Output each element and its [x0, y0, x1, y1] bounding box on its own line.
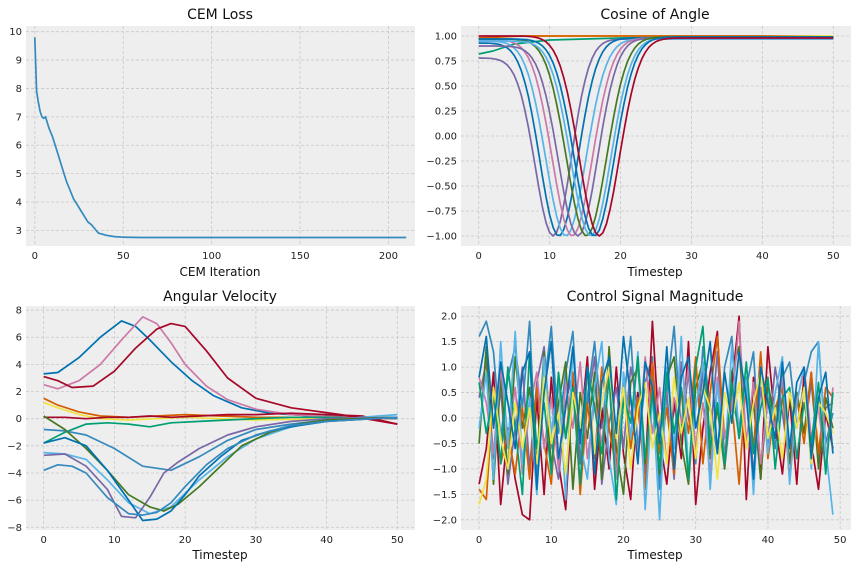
- y-tick-label: −0.75: [426, 207, 457, 218]
- y-tick-label: 4: [16, 198, 22, 209]
- y-tick-label: −4: [7, 468, 22, 479]
- series-line: [43, 316, 398, 420]
- y-tick-label: 0.0: [441, 414, 457, 425]
- y-tick-label: −1.5: [433, 490, 457, 501]
- series-line: [478, 335, 834, 491]
- ticks-cem-loss: 0 50 100 150 200 3 4 5 6 7 8 9 10: [9, 27, 398, 262]
- panel-control-signal: 0 10 20 30 40 50 −2.0 −1.5 −1.0 −0.5 0.0 0.5 1.0 1.5 2…: [433, 289, 851, 562]
- series-angular-velocity: [43, 316, 398, 522]
- x-tick-label: 40: [762, 535, 775, 546]
- y-tick-label: 1.0: [441, 363, 457, 374]
- y-tick-label: −2: [7, 441, 22, 452]
- xlabel-control-signal: Timestep: [626, 548, 682, 562]
- y-tick-label: 8: [16, 306, 22, 317]
- series-line: [43, 416, 398, 444]
- series-line: [43, 412, 398, 425]
- y-tick-label: 6: [16, 141, 22, 152]
- y-tick-label: 6: [16, 333, 22, 344]
- series-cosine-angle: [478, 35, 834, 237]
- series-line: [43, 322, 398, 425]
- series-line: [33, 37, 407, 239]
- x-tick-label: 0: [476, 535, 482, 546]
- xlabel-angular-velocity: Timestep: [191, 548, 247, 562]
- panel-cem-loss: 0 50 100 150 200 3 4 5 6 7 8 9 10 CEM Loss CEM Itera…: [9, 7, 415, 279]
- series-line: [478, 35, 834, 237]
- y-tick-label: 0: [16, 414, 22, 425]
- y-tick-label: −1.0: [433, 464, 457, 475]
- x-tick-label: 50: [117, 251, 130, 262]
- title-cem-loss: CEM Loss: [187, 7, 253, 23]
- y-tick-label: 1.00: [435, 32, 457, 43]
- x-tick-label: 20: [179, 535, 192, 546]
- y-tick-label: 0.25: [435, 107, 457, 118]
- y-tick-label: 2.0: [441, 312, 457, 323]
- x-tick-label: 50: [827, 251, 840, 262]
- x-tick-label: 0: [476, 251, 482, 262]
- series-line: [43, 416, 398, 516]
- x-tick-label: 10: [545, 535, 558, 546]
- y-tick-label: 0.75: [435, 57, 457, 68]
- y-tick-label: 4: [16, 360, 22, 371]
- y-tick-label: 3: [16, 226, 22, 237]
- y-tick-label: −0.5: [433, 439, 457, 450]
- ticks-cosine-angle: 0 10 20 30 40 50 −1.00 −0.75 −0.50 −0.25 0.00 0.25 0…: [426, 32, 839, 263]
- x-tick-label: 50: [834, 535, 847, 546]
- title-cosine-angle: Cosine of Angle: [600, 7, 709, 23]
- y-tick-label: 7: [16, 112, 22, 123]
- x-tick-label: 100: [202, 251, 221, 262]
- y-tick-label: 9: [16, 56, 22, 67]
- ticks-angular-velocity: 0 10 20 30 40 50 −8 −6 −4 −2 0 2 4 6 8: [7, 306, 403, 546]
- x-tick-label: 150: [291, 251, 310, 262]
- y-tick-label: 5: [16, 169, 22, 180]
- series-line: [43, 401, 398, 421]
- y-tick-label: 2: [16, 387, 22, 398]
- y-tick-label: 10: [9, 27, 22, 38]
- x-tick-label: 20: [614, 251, 627, 262]
- panel-angular-velocity: 0 10 20 30 40 50 −8 −6 −4 −2 0 2 4 6 8 Angular Velocit…: [7, 289, 415, 562]
- x-tick-label: 10: [543, 251, 556, 262]
- y-tick-label: −2.0: [433, 515, 457, 526]
- y-tick-label: −0.50: [426, 182, 457, 193]
- series-line: [478, 36, 834, 237]
- y-tick-label: 1.5: [441, 337, 457, 348]
- series-line: [43, 416, 398, 519]
- x-tick-label: 40: [756, 251, 769, 262]
- x-tick-label: 30: [249, 535, 262, 546]
- title-angular-velocity: Angular Velocity: [163, 289, 277, 305]
- x-tick-label: 30: [685, 251, 698, 262]
- y-tick-label: 0.00: [435, 132, 457, 143]
- title-control-signal: Control Signal Magnitude: [567, 289, 744, 305]
- x-tick-label: 30: [689, 535, 702, 546]
- ticks-control-signal: 0 10 20 30 40 50 −2.0 −1.5 −1.0 −0.5 0.0 0.5 1.0 1.5 2…: [433, 312, 847, 546]
- y-tick-label: −1.00: [426, 232, 457, 243]
- x-tick-label: 50: [391, 535, 404, 546]
- y-tick-label: 0.50: [435, 82, 457, 93]
- x-tick-label: 20: [617, 535, 630, 546]
- x-tick-label: 0: [32, 251, 38, 262]
- series-control-signal: [478, 315, 834, 521]
- plot-area-cem-loss: [26, 26, 415, 246]
- series-cem-loss: [33, 37, 407, 239]
- x-tick-label: 0: [40, 535, 46, 546]
- y-tick-label: 0.5: [441, 388, 457, 399]
- x-tick-label: 200: [379, 251, 398, 262]
- x-tick-label: 10: [108, 535, 121, 546]
- panel-cosine-angle: 0 10 20 30 40 50 −1.00 −0.75 −0.50 −0.25 0.00 0.25 0…: [426, 7, 851, 279]
- xlabel-cem-loss: CEM Iteration: [179, 265, 260, 279]
- y-tick-label: −6: [7, 496, 22, 507]
- x-tick-label: 40: [320, 535, 333, 546]
- y-tick-label: −8: [7, 523, 22, 534]
- y-tick-label: −0.25: [426, 157, 457, 168]
- series-line: [478, 366, 834, 505]
- xlabel-cosine-angle: Timestep: [626, 265, 682, 279]
- y-tick-label: 8: [16, 84, 22, 95]
